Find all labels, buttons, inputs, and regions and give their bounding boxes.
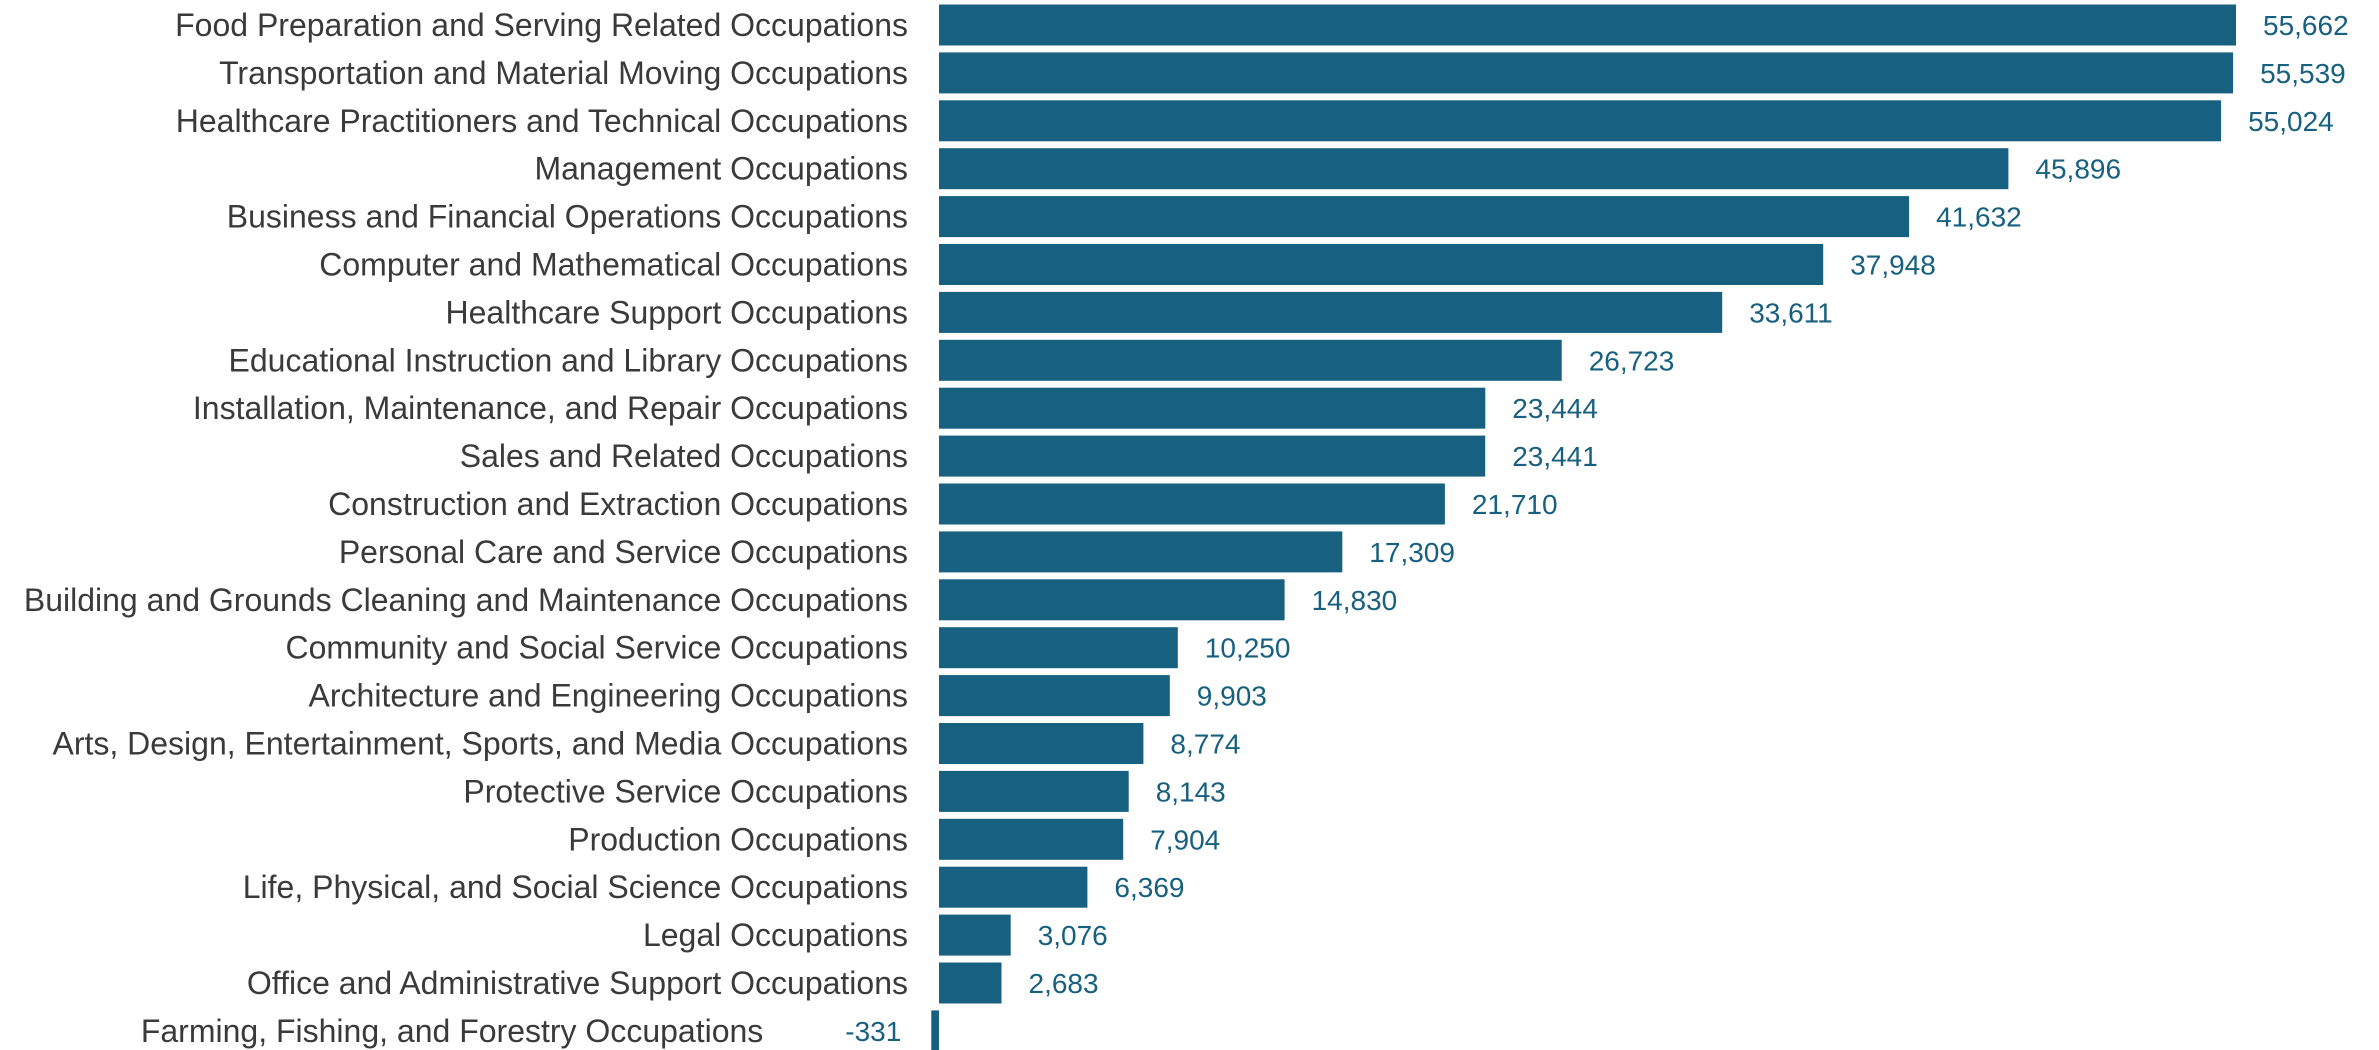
- category-label: Educational Instruction and Library Occu…: [229, 342, 909, 378]
- category-label: Building and Grounds Cleaning and Mainte…: [24, 582, 908, 618]
- bar: [939, 627, 1178, 669]
- category-label: Personal Care and Service Occupations: [339, 534, 908, 570]
- bar: [939, 100, 2222, 142]
- bar: [939, 818, 1124, 860]
- category-label: Business and Financial Operations Occupa…: [227, 199, 908, 235]
- category-label: Production Occupations: [568, 821, 908, 857]
- category-labels: Food Preparation and Serving Related Occ…: [24, 7, 908, 1049]
- category-label: Protective Service Occupations: [463, 773, 908, 809]
- bar: [939, 196, 1910, 238]
- bar-value-label: 23,441: [1512, 441, 1598, 472]
- bars: [931, 4, 2236, 1050]
- bar: [939, 244, 1824, 285]
- bar-value-label: 3,076: [1038, 920, 1108, 951]
- bar-value-label: 9,903: [1197, 681, 1267, 712]
- bar: [939, 866, 1088, 908]
- bar-value-label: 45,896: [2035, 154, 2121, 185]
- bar-value-label: 33,611: [1749, 297, 1833, 328]
- bar: [939, 483, 1445, 525]
- bar: [939, 962, 1002, 1004]
- bar-value-label: 10,250: [1205, 633, 1291, 664]
- category-label: Legal Occupations: [643, 917, 908, 953]
- category-label: Healthcare Practitioners and Technical O…: [176, 103, 908, 139]
- category-label: Life, Physical, and Social Science Occup…: [243, 869, 908, 905]
- category-label: Transportation and Material Moving Occup…: [219, 55, 908, 91]
- category-label: Construction and Extraction Occupations: [328, 486, 908, 522]
- bar: [939, 387, 1486, 429]
- bar-value-label: 26,723: [1589, 345, 1675, 376]
- bar: [939, 531, 1343, 573]
- bar: [939, 675, 1170, 717]
- category-label: Food Preparation and Serving Related Occ…: [175, 7, 908, 43]
- bar-value-label: 7,904: [1150, 824, 1220, 855]
- bar-value-label: 8,774: [1170, 729, 1240, 760]
- category-label: Arts, Design, Entertainment, Sports, and…: [52, 726, 908, 762]
- bar-value-label: 8,143: [1156, 776, 1226, 807]
- category-label: Installation, Maintenance, and Repair Oc…: [193, 390, 908, 426]
- bar: [939, 148, 2009, 190]
- bar-value-label: 17,309: [1369, 537, 1455, 568]
- bar-value-label: 21,710: [1472, 489, 1558, 520]
- bar-value-label: 6,369: [1114, 872, 1184, 903]
- bar: [939, 4, 2236, 46]
- bar-value-label: 2,683: [1029, 968, 1099, 999]
- bar-value-label: 23,444: [1512, 393, 1598, 424]
- bar: [939, 435, 1486, 477]
- bar: [939, 723, 1144, 764]
- category-label: Architecture and Engineering Occupations: [309, 678, 908, 714]
- bar: [939, 770, 1129, 812]
- bar-value-label: 55,024: [2248, 106, 2334, 137]
- bar-value-label: 14,830: [1312, 585, 1398, 616]
- bar-value-label: 55,662: [2263, 10, 2349, 41]
- category-label: Community and Social Service Occupations: [286, 630, 909, 666]
- bar: [939, 339, 1562, 381]
- category-label: Management Occupations: [534, 151, 908, 187]
- bar: [939, 52, 2234, 94]
- bar-value-label: -331: [845, 1016, 901, 1047]
- bar-value-label: 41,632: [1936, 202, 2022, 233]
- bar: [939, 914, 1011, 956]
- bar-value-label: 37,948: [1850, 250, 1936, 281]
- category-label: Healthcare Support Occupations: [446, 294, 908, 330]
- category-label: Office and Administrative Support Occupa…: [247, 965, 908, 1001]
- bar: [931, 1010, 939, 1050]
- bar-value-label: 55,539: [2260, 58, 2346, 89]
- category-label: Farming, Fishing, and Forestry Occupatio…: [141, 1013, 763, 1049]
- category-label: Sales and Related Occupations: [460, 438, 908, 474]
- bar: [939, 291, 1723, 333]
- category-label: Computer and Mathematical Occupations: [319, 247, 908, 283]
- bar: [939, 579, 1285, 621]
